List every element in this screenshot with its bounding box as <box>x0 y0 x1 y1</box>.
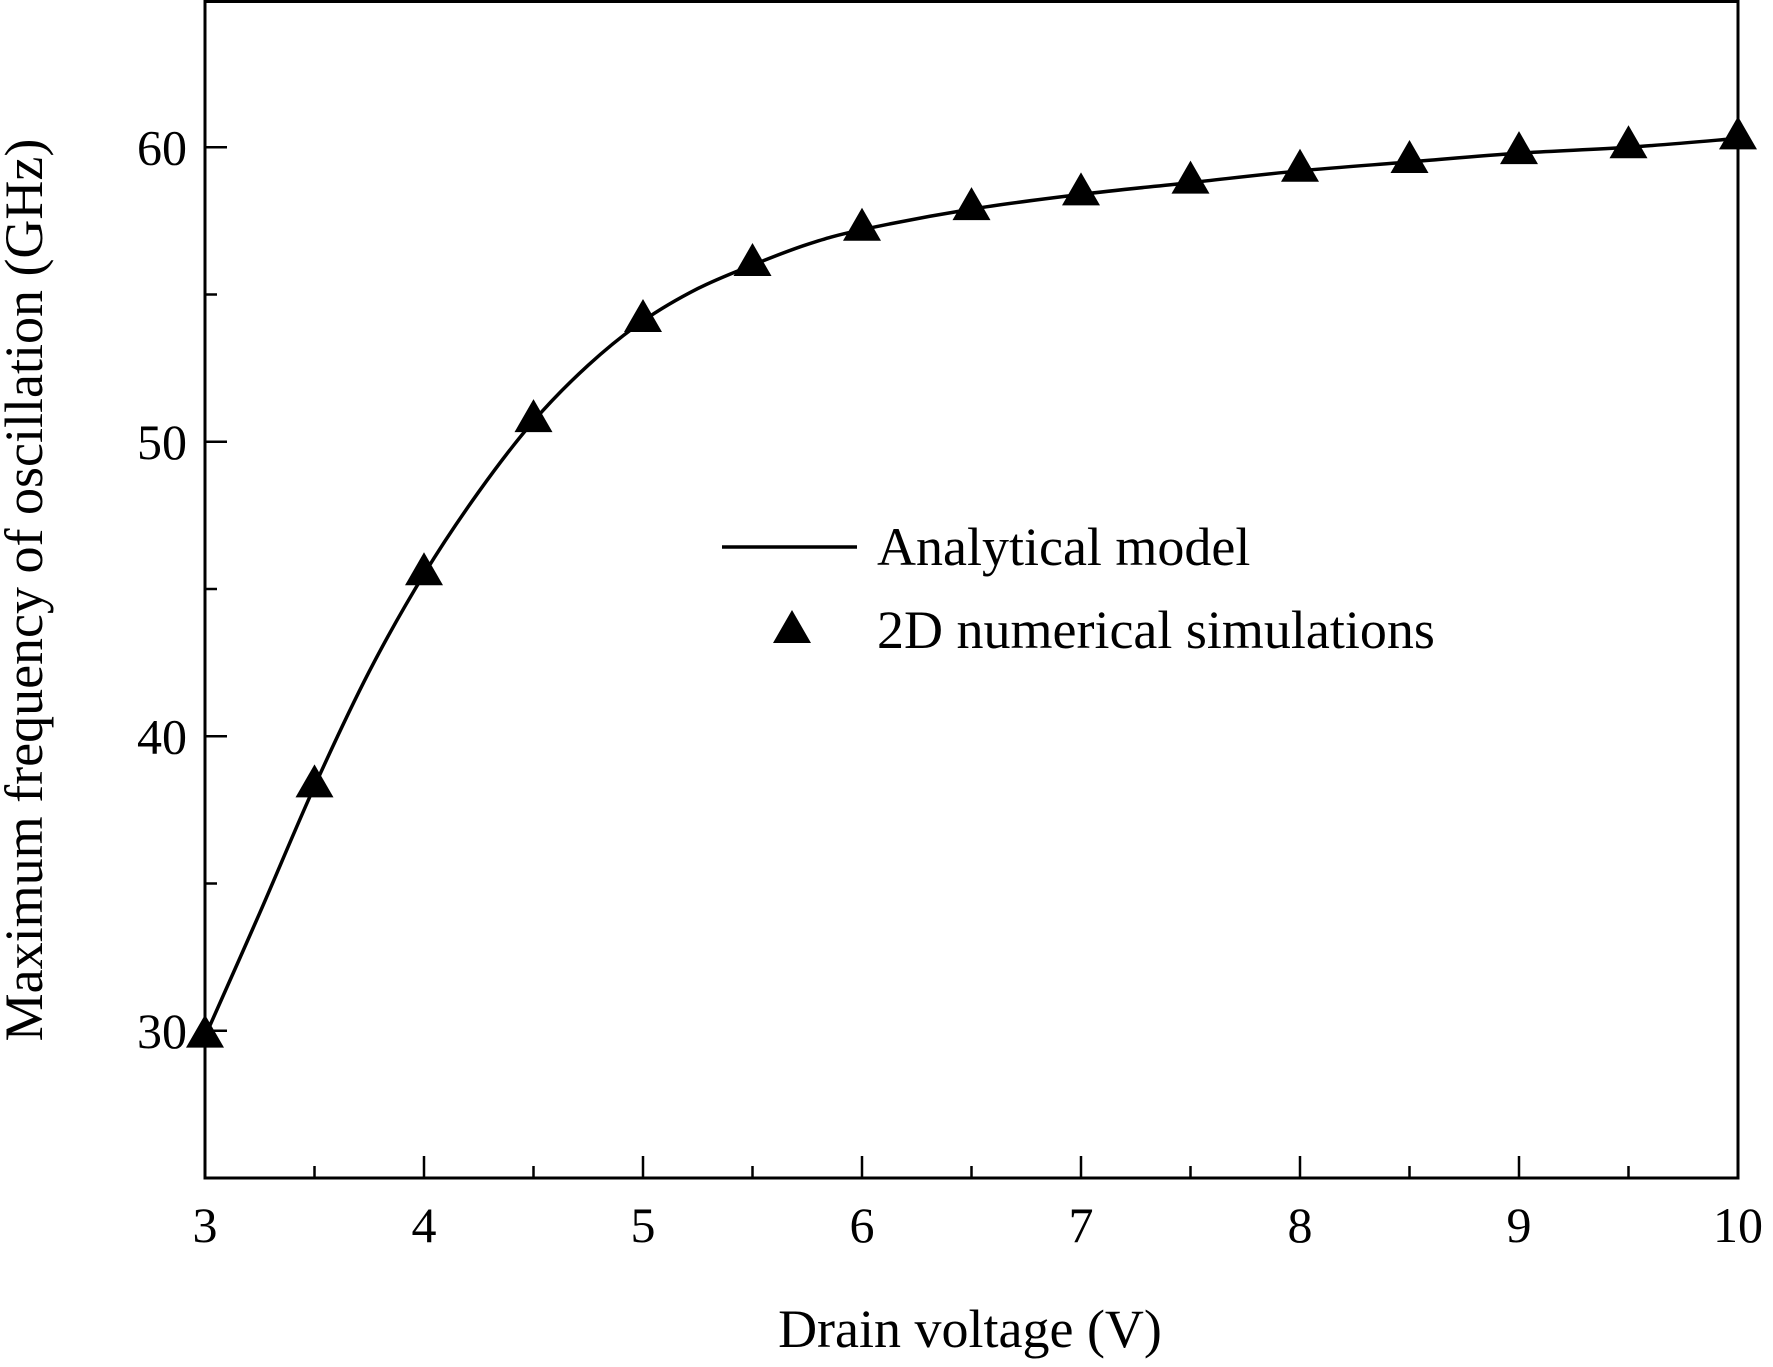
simulation-point <box>952 187 991 221</box>
x-tick-label: 9 <box>1507 1197 1532 1253</box>
simulation-point <box>514 399 553 433</box>
simulation-point <box>1609 125 1648 159</box>
x-tick-label: 4 <box>412 1197 437 1253</box>
simulation-point <box>1390 139 1429 173</box>
x-tick-label: 3 <box>193 1197 218 1253</box>
simulation-point <box>1171 160 1210 194</box>
simulation-point <box>733 243 772 277</box>
y-axis-title: Maximum frequency of oscillation (GHz) <box>0 139 54 1042</box>
simulation-point <box>624 299 662 333</box>
simulation-point <box>1719 116 1757 150</box>
y-tick-label: 40 <box>137 708 187 764</box>
simulation-point <box>843 207 881 241</box>
simulation-point <box>295 764 334 798</box>
simulation-point <box>405 552 443 586</box>
x-tick-label: 10 <box>1713 1197 1763 1253</box>
y-tick-label: 50 <box>137 414 187 470</box>
legend-label-analytical-model: Analytical model <box>877 517 1250 577</box>
legend: Analytical model 2D numerical simulation… <box>722 517 1435 660</box>
y-tick-label: 30 <box>137 1003 187 1059</box>
x-tick-label: 8 <box>1288 1197 1313 1253</box>
analytical-model-series <box>203 136 1739 1038</box>
x-axis-title: Drain voltage (V) <box>778 1299 1162 1359</box>
analytical-model-line <box>203 136 1739 1038</box>
plot-frame <box>203 0 1740 1180</box>
axis-ticks: 3 4 5 6 7 8 9 10 30 40 50 60 <box>137 119 1763 1253</box>
plot-border <box>203 0 1740 1180</box>
legend-triangle-marker <box>773 610 811 643</box>
x-tick-label: 6 <box>850 1197 875 1253</box>
y-tick-label: 60 <box>137 119 187 175</box>
simulation-point <box>186 1014 224 1048</box>
simulation-point <box>1500 131 1538 165</box>
simulation-point <box>1281 148 1319 182</box>
simulation-point <box>1062 172 1100 206</box>
x-tick-label: 5 <box>631 1197 656 1253</box>
x-tick-label: 7 <box>1069 1197 1094 1253</box>
simulation-series <box>186 116 1757 1048</box>
legend-label-2d-numerical-simulations: 2D numerical simulations <box>877 600 1435 660</box>
